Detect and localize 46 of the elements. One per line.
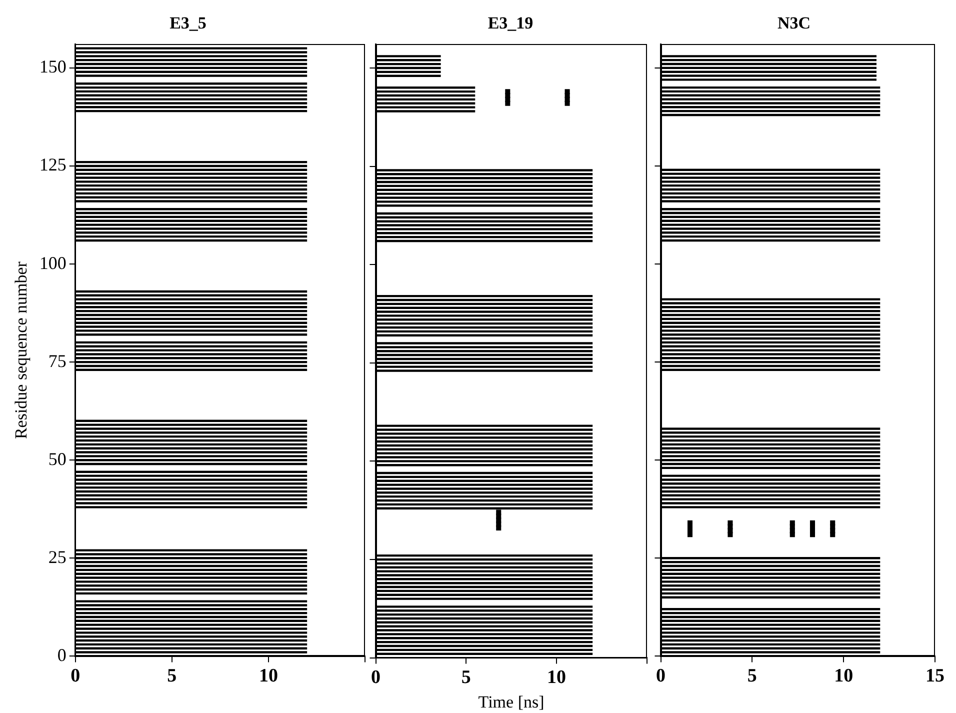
- point: [830, 532, 836, 538]
- x-axis-title: Time [ns]: [478, 692, 544, 712]
- point: [790, 532, 795, 538]
- point: [830, 524, 836, 530]
- point: [790, 524, 795, 530]
- x-tick-label: 10: [258, 666, 278, 687]
- chart-title: E3_5: [170, 14, 206, 33]
- x-tick-label: 15: [926, 666, 944, 687]
- point: [564, 89, 570, 94]
- y-axis-title: Residue sequence number: [12, 261, 31, 440]
- chart-title: N3C: [777, 14, 811, 33]
- point: [505, 96, 510, 102]
- y-tick-label: 100: [39, 252, 66, 273]
- x-tick-label: 5: [167, 666, 177, 687]
- point: [496, 510, 502, 515]
- point: [496, 526, 502, 531]
- point: [564, 93, 570, 98]
- point: [728, 532, 733, 538]
- point: [810, 524, 816, 530]
- x-tick-label: 5: [747, 666, 757, 687]
- x-tick-label: 0: [656, 666, 666, 687]
- y-tick-label: 25: [48, 546, 66, 567]
- point: [728, 520, 733, 526]
- point: [505, 100, 510, 106]
- point: [505, 89, 510, 94]
- y-tick-label: 75: [48, 350, 66, 371]
- point: [810, 532, 816, 538]
- y-tick-label: 125: [39, 154, 66, 175]
- point: [505, 93, 510, 98]
- point: [810, 520, 816, 526]
- point: [564, 96, 570, 102]
- y-tick-label: 150: [39, 56, 66, 77]
- chart-title: E3_19: [488, 14, 534, 33]
- point: [728, 524, 733, 530]
- y-tick-label: 0: [57, 644, 66, 665]
- point: [564, 100, 570, 106]
- point: [496, 522, 502, 527]
- point: [496, 514, 502, 519]
- point: [790, 520, 795, 526]
- x-tick-label: 10: [834, 666, 854, 687]
- x-tick-label: 0: [70, 666, 80, 687]
- y-tick-label: 50: [48, 448, 66, 469]
- x-tick-label: 5: [461, 667, 471, 688]
- x-tick-label: 10: [546, 667, 566, 688]
- x-tick-label: 0: [371, 667, 380, 688]
- point: [830, 520, 836, 526]
